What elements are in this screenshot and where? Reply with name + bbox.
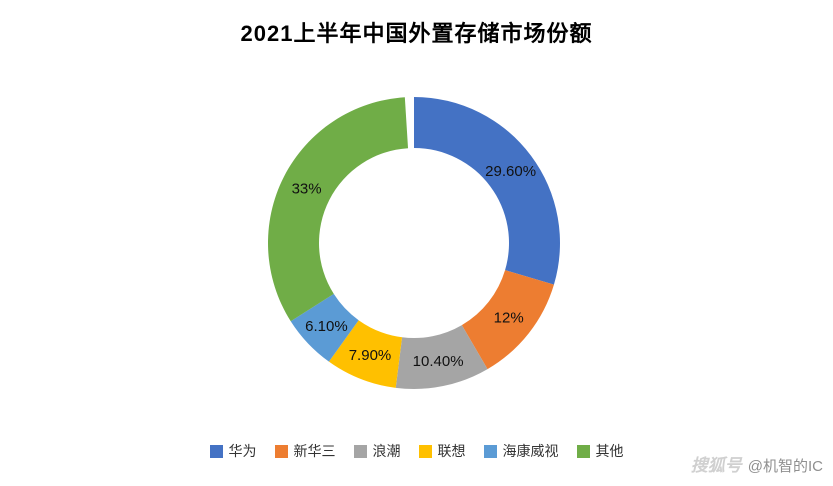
legend-swatch-icon <box>274 444 288 458</box>
legend-label: 联想 <box>437 443 466 459</box>
legend-swatch-icon <box>483 444 497 458</box>
legend-item-1[interactable]: 新华三 <box>274 441 336 461</box>
legend-label: 海康威视 <box>502 443 559 459</box>
chart-title: 2021上半年中国外置存储市场份额 <box>240 21 593 46</box>
legend-swatch-icon <box>576 444 590 458</box>
legend-item-2[interactable]: 浪潮 <box>353 441 401 461</box>
legend-item-3[interactable]: 联想 <box>418 441 466 461</box>
data-label-5: 33% <box>292 180 322 197</box>
watermark-handle: @机智的IC <box>747 458 823 475</box>
sohu-logo: 搜狐号 <box>690 456 742 475</box>
donut-slice-5[interactable] <box>268 97 409 322</box>
legend-label: 浪潮 <box>372 443 401 459</box>
data-label-0: 29.60% <box>485 163 536 180</box>
data-label-3: 7.90% <box>349 347 392 364</box>
data-label-4: 6.10% <box>305 318 348 335</box>
legend-label: 华为 <box>228 443 257 459</box>
donut-slice-1[interactable] <box>461 270 554 370</box>
data-label-1: 12% <box>494 310 524 327</box>
donut-slice-3[interactable] <box>328 320 403 388</box>
legend-swatch-icon <box>209 444 223 458</box>
legend-item-5[interactable]: 其他 <box>576 441 624 461</box>
donut-slice-4[interactable] <box>290 293 359 362</box>
legend-label: 新华三 <box>293 443 336 459</box>
legend-item-4[interactable]: 海康威视 <box>483 441 559 461</box>
watermark: 搜狐号 @机智的IC <box>691 451 823 476</box>
donut-slice-0[interactable] <box>414 97 560 285</box>
legend-label: 其他 <box>595 443 624 459</box>
donut-slice-2[interactable] <box>395 325 488 390</box>
data-label-2: 10.40% <box>413 353 464 370</box>
legend-item-0[interactable]: 华为 <box>209 441 257 461</box>
legend-swatch-icon <box>418 444 432 458</box>
legend-swatch-icon <box>353 444 367 458</box>
legend: 华为 新华三 浪潮 联想 海康威视 其他 <box>0 441 833 461</box>
